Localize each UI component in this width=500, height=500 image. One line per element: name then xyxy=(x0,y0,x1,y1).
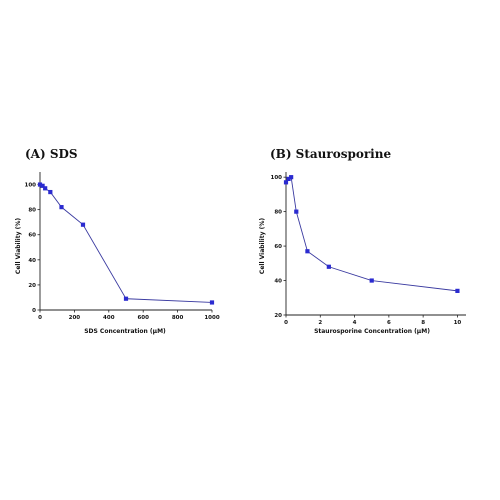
panel-b-data-point xyxy=(326,264,331,269)
panel-a-x-tick-label: 1000 xyxy=(204,315,219,321)
panel-b-y-tick-label: 40 xyxy=(274,279,282,285)
panel-b-data-point xyxy=(369,278,374,283)
panel-b-y-tick-label: 60 xyxy=(274,244,282,250)
panel-a-data-point xyxy=(43,186,48,191)
panel-b-y-axis-label: Cell Viability (%) xyxy=(259,218,266,274)
panel-b-y-tick-label: 80 xyxy=(274,210,282,216)
panel-b-x-tick-label: 6 xyxy=(387,320,391,326)
panel-b-x-tick-label: 8 xyxy=(421,320,425,326)
panel-a-data-point xyxy=(59,205,64,210)
panel-b-x-tick-label: 10 xyxy=(454,320,462,326)
panel-a-x-tick-label: 600 xyxy=(137,315,149,321)
panel-staurosporine: (B) Staurosporine 0 2 4 6 8 10 20 40 60 80 100 Sta… xyxy=(259,147,466,335)
panel-b-data-point xyxy=(283,180,289,185)
panel-a-x-axis-label: SDS Concentration (μM) xyxy=(84,328,166,335)
panel-b-plot-area: 0 2 4 6 8 10 20 40 60 80 100 xyxy=(271,172,466,326)
panel-b-title: (B) Staurosporine xyxy=(270,147,391,161)
panel-b-data-point xyxy=(289,175,294,180)
panel-a-y-tick-label: 40 xyxy=(28,258,36,264)
panel-b-series-line xyxy=(285,176,458,292)
panel-a-data-point xyxy=(37,182,43,187)
panel-a-y-tick-label: 80 xyxy=(28,208,36,214)
panel-b-data-point xyxy=(305,249,310,254)
panel-a-y-tick-label: 60 xyxy=(28,233,36,239)
panel-a-data-point xyxy=(80,222,86,227)
panel-b-data-point xyxy=(286,176,291,181)
panel-a-data-point xyxy=(209,300,215,305)
panel-b-data-point xyxy=(455,288,460,293)
panel-b-y-tick-label: 100 xyxy=(271,175,283,181)
panel-a-x-tick-label: 0 xyxy=(38,315,42,321)
panel-a-y-tick-label: 100 xyxy=(25,183,37,189)
panel-a-data-point xyxy=(40,183,45,188)
panel-sds: (A) SDS 0 200 400 600 800 1000 0 20 40 60 80 100 SD… xyxy=(15,147,220,335)
panel-a-data-point xyxy=(48,189,53,195)
panel-b-x-tick-label: 4 xyxy=(353,320,357,326)
panel-a-series-line xyxy=(39,184,213,303)
panel-a-y-tick-label: 20 xyxy=(28,283,36,289)
panel-b-x-tick-label: 0 xyxy=(284,320,288,326)
panel-b-x-tick-label: 2 xyxy=(318,320,322,326)
panel-b-x-axis-label: Staurosporine Concentration (μM) xyxy=(314,328,430,335)
panel-b-data-point xyxy=(294,209,299,214)
panel-a-x-tick-label: 400 xyxy=(103,315,115,321)
panel-a-data-point xyxy=(123,296,129,301)
panel-a-plot-area: 0 200 400 600 800 1000 0 20 40 60 80 100 xyxy=(25,172,220,321)
panel-a-y-axis-label: Cell Viability (%) xyxy=(15,218,22,274)
panel-a-x-tick-label: 800 xyxy=(172,315,184,321)
panel-a-y-tick-label: 0 xyxy=(32,308,36,314)
panel-a-title: (A) SDS xyxy=(25,147,78,161)
panel-b-y-tick-label: 20 xyxy=(274,313,282,319)
panel-a-x-tick-label: 200 xyxy=(69,315,81,321)
